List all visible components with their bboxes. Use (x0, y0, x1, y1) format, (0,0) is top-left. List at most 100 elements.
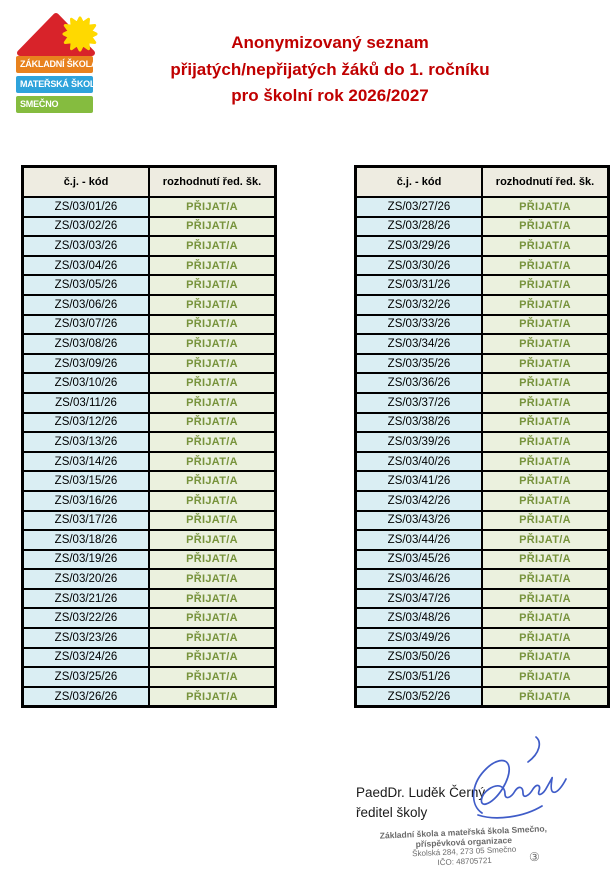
table-row: ZS/03/02/26 PŘIJAT/A (21, 215, 277, 238)
application-code: ZS/03/21/26 (21, 587, 150, 610)
table-row: ZS/03/38/26 PŘIJAT/A (354, 411, 610, 434)
table-row: ZS/03/17/26 PŘIJAT/A (21, 509, 277, 532)
table-row: ZS/03/49/26 PŘIJAT/A (354, 627, 610, 649)
application-code: ZS/03/17/26 (21, 509, 150, 532)
table-row: ZS/03/31/26 PŘIJAT/A (354, 274, 610, 296)
decision-value: PŘIJAT/A (148, 450, 277, 473)
decision-value: PŘIJAT/A (481, 685, 610, 708)
sun-icon (62, 16, 98, 52)
table-row: ZS/03/10/26 PŘIJAT/A (21, 372, 277, 394)
table-row: ZS/03/50/26 PŘIJAT/A (354, 646, 610, 669)
application-code: ZS/03/46/26 (354, 568, 483, 590)
table-row: ZS/03/09/26 PŘIJAT/A (21, 352, 277, 375)
application-code: ZS/03/51/26 (354, 666, 483, 688)
table-row: ZS/03/06/26 PŘIJAT/A (21, 293, 277, 316)
decision-value: PŘIJAT/A (481, 293, 610, 316)
decision-value: PŘIJAT/A (148, 333, 277, 355)
decision-value: PŘIJAT/A (148, 489, 277, 512)
decision-value: PŘIJAT/A (481, 313, 610, 336)
decision-value: PŘIJAT/A (481, 607, 610, 630)
decision-value: PŘIJAT/A (148, 411, 277, 434)
application-code: ZS/03/13/26 (21, 431, 150, 453)
signatory-role: ředitel školy (356, 805, 428, 820)
table-row: ZS/03/25/26 PŘIJAT/A (21, 666, 277, 688)
application-code: ZS/03/14/26 (21, 450, 150, 473)
application-code: ZS/03/22/26 (21, 607, 150, 630)
application-code: ZS/03/50/26 (354, 646, 483, 669)
table-row: ZS/03/41/26 PŘIJAT/A (354, 470, 610, 492)
application-code: ZS/03/45/26 (354, 548, 483, 571)
decision-value: PŘIJAT/A (148, 470, 277, 492)
table-row: ZS/03/46/26 PŘIJAT/A (354, 568, 610, 590)
decision-value: PŘIJAT/A (148, 313, 277, 336)
table-row: ZS/03/15/26 PŘIJAT/A (21, 470, 277, 492)
title-line-1: Anonymizovaný seznam (231, 33, 429, 52)
column-header-code: č.j. - kód (21, 165, 150, 198)
application-code: ZS/03/38/26 (354, 411, 483, 434)
table-row: ZS/03/51/26 PŘIJAT/A (354, 666, 610, 688)
decision-value: PŘIJAT/A (481, 450, 610, 473)
logo-roof-and-sun-icon (17, 13, 98, 56)
table-row: ZS/03/44/26 PŘIJAT/A (354, 529, 610, 551)
handwritten-signature-icon (472, 736, 567, 819)
decision-value: PŘIJAT/A (481, 196, 610, 218)
decision-value: PŘIJAT/A (148, 235, 277, 257)
application-code: ZS/03/01/26 (21, 196, 150, 218)
application-code: ZS/03/28/26 (354, 215, 483, 238)
decision-value: PŘIJAT/A (148, 548, 277, 571)
table-row: ZS/03/45/26 PŘIJAT/A (354, 548, 610, 571)
table-row: ZS/03/42/26 PŘIJAT/A (354, 489, 610, 512)
stamp-number-badge: ③ (529, 850, 540, 864)
decision-value: PŘIJAT/A (481, 352, 610, 375)
decision-value: PŘIJAT/A (148, 372, 277, 394)
table-row: ZS/03/08/26 PŘIJAT/A (21, 333, 277, 355)
application-code: ZS/03/08/26 (21, 333, 150, 355)
table-row: ZS/03/13/26 PŘIJAT/A (21, 431, 277, 453)
application-code: ZS/03/15/26 (21, 470, 150, 492)
application-code: ZS/03/23/26 (21, 627, 150, 649)
table-row: ZS/03/04/26 PŘIJAT/A (21, 254, 277, 277)
decision-value: PŘIJAT/A (481, 627, 610, 649)
application-code: ZS/03/32/26 (354, 293, 483, 316)
decision-value: PŘIJAT/A (481, 509, 610, 532)
decision-value: PŘIJAT/A (148, 274, 277, 296)
application-code: ZS/03/49/26 (354, 627, 483, 649)
title-line-2: přijatých/nepřijatých žáků do 1. ročníku (170, 59, 490, 79)
table-row: ZS/03/18/26 PŘIJAT/A (21, 529, 277, 551)
application-code: ZS/03/06/26 (21, 293, 150, 316)
decision-value: PŘIJAT/A (481, 529, 610, 551)
decision-value: PŘIJAT/A (481, 646, 610, 669)
table-row: ZS/03/27/26 PŘIJAT/A (354, 196, 610, 218)
table-row: ZS/03/47/26 PŘIJAT/A (354, 587, 610, 610)
decision-value: PŘIJAT/A (481, 372, 610, 394)
decision-value: PŘIJAT/A (481, 548, 610, 571)
decision-value: PŘIJAT/A (148, 509, 277, 532)
table-row: ZS/03/26/26 PŘIJAT/A (21, 685, 277, 708)
decision-value: PŘIJAT/A (481, 431, 610, 453)
table-row: ZS/03/52/26 PŘIJAT/A (354, 685, 610, 708)
decision-value: PŘIJAT/A (481, 391, 610, 414)
application-code: ZS/03/34/26 (354, 333, 483, 355)
decision-value: PŘIJAT/A (481, 587, 610, 610)
decision-value: PŘIJAT/A (481, 254, 610, 277)
table-row: ZS/03/23/26 PŘIJAT/A (21, 627, 277, 649)
application-code: ZS/03/27/26 (354, 196, 483, 218)
logo-bar-smecno: SMEČNO (16, 96, 93, 113)
application-code: ZS/03/24/26 (21, 646, 150, 669)
application-code: ZS/03/41/26 (354, 470, 483, 492)
table-row: ZS/03/01/26 PŘIJAT/A (21, 196, 277, 218)
application-code: ZS/03/16/26 (21, 489, 150, 512)
application-code: ZS/03/18/26 (21, 529, 150, 551)
signatory-name: PaedDr. Luděk Černý (356, 785, 486, 800)
table-row: ZS/03/43/26 PŘIJAT/A (354, 509, 610, 532)
school-stamp: Základní škola a mateřská škola Smečno, … (377, 823, 551, 870)
decision-value: PŘIJAT/A (148, 215, 277, 238)
decision-value: PŘIJAT/A (148, 196, 277, 218)
logo-bar-zakladni-skola: ZÁKLADNÍ ŠKOLA (16, 56, 97, 73)
table-row: ZS/03/05/26 PŘIJAT/A (21, 274, 277, 296)
results-table-right: č.j. - kód rozhodnutí řed. šk. ZS/03/27/… (354, 165, 610, 709)
application-code: ZS/03/47/26 (354, 587, 483, 610)
table-header-row: č.j. - kód rozhodnutí řed. šk. (21, 165, 277, 198)
table-row: ZS/03/28/26 PŘIJAT/A (354, 215, 610, 238)
